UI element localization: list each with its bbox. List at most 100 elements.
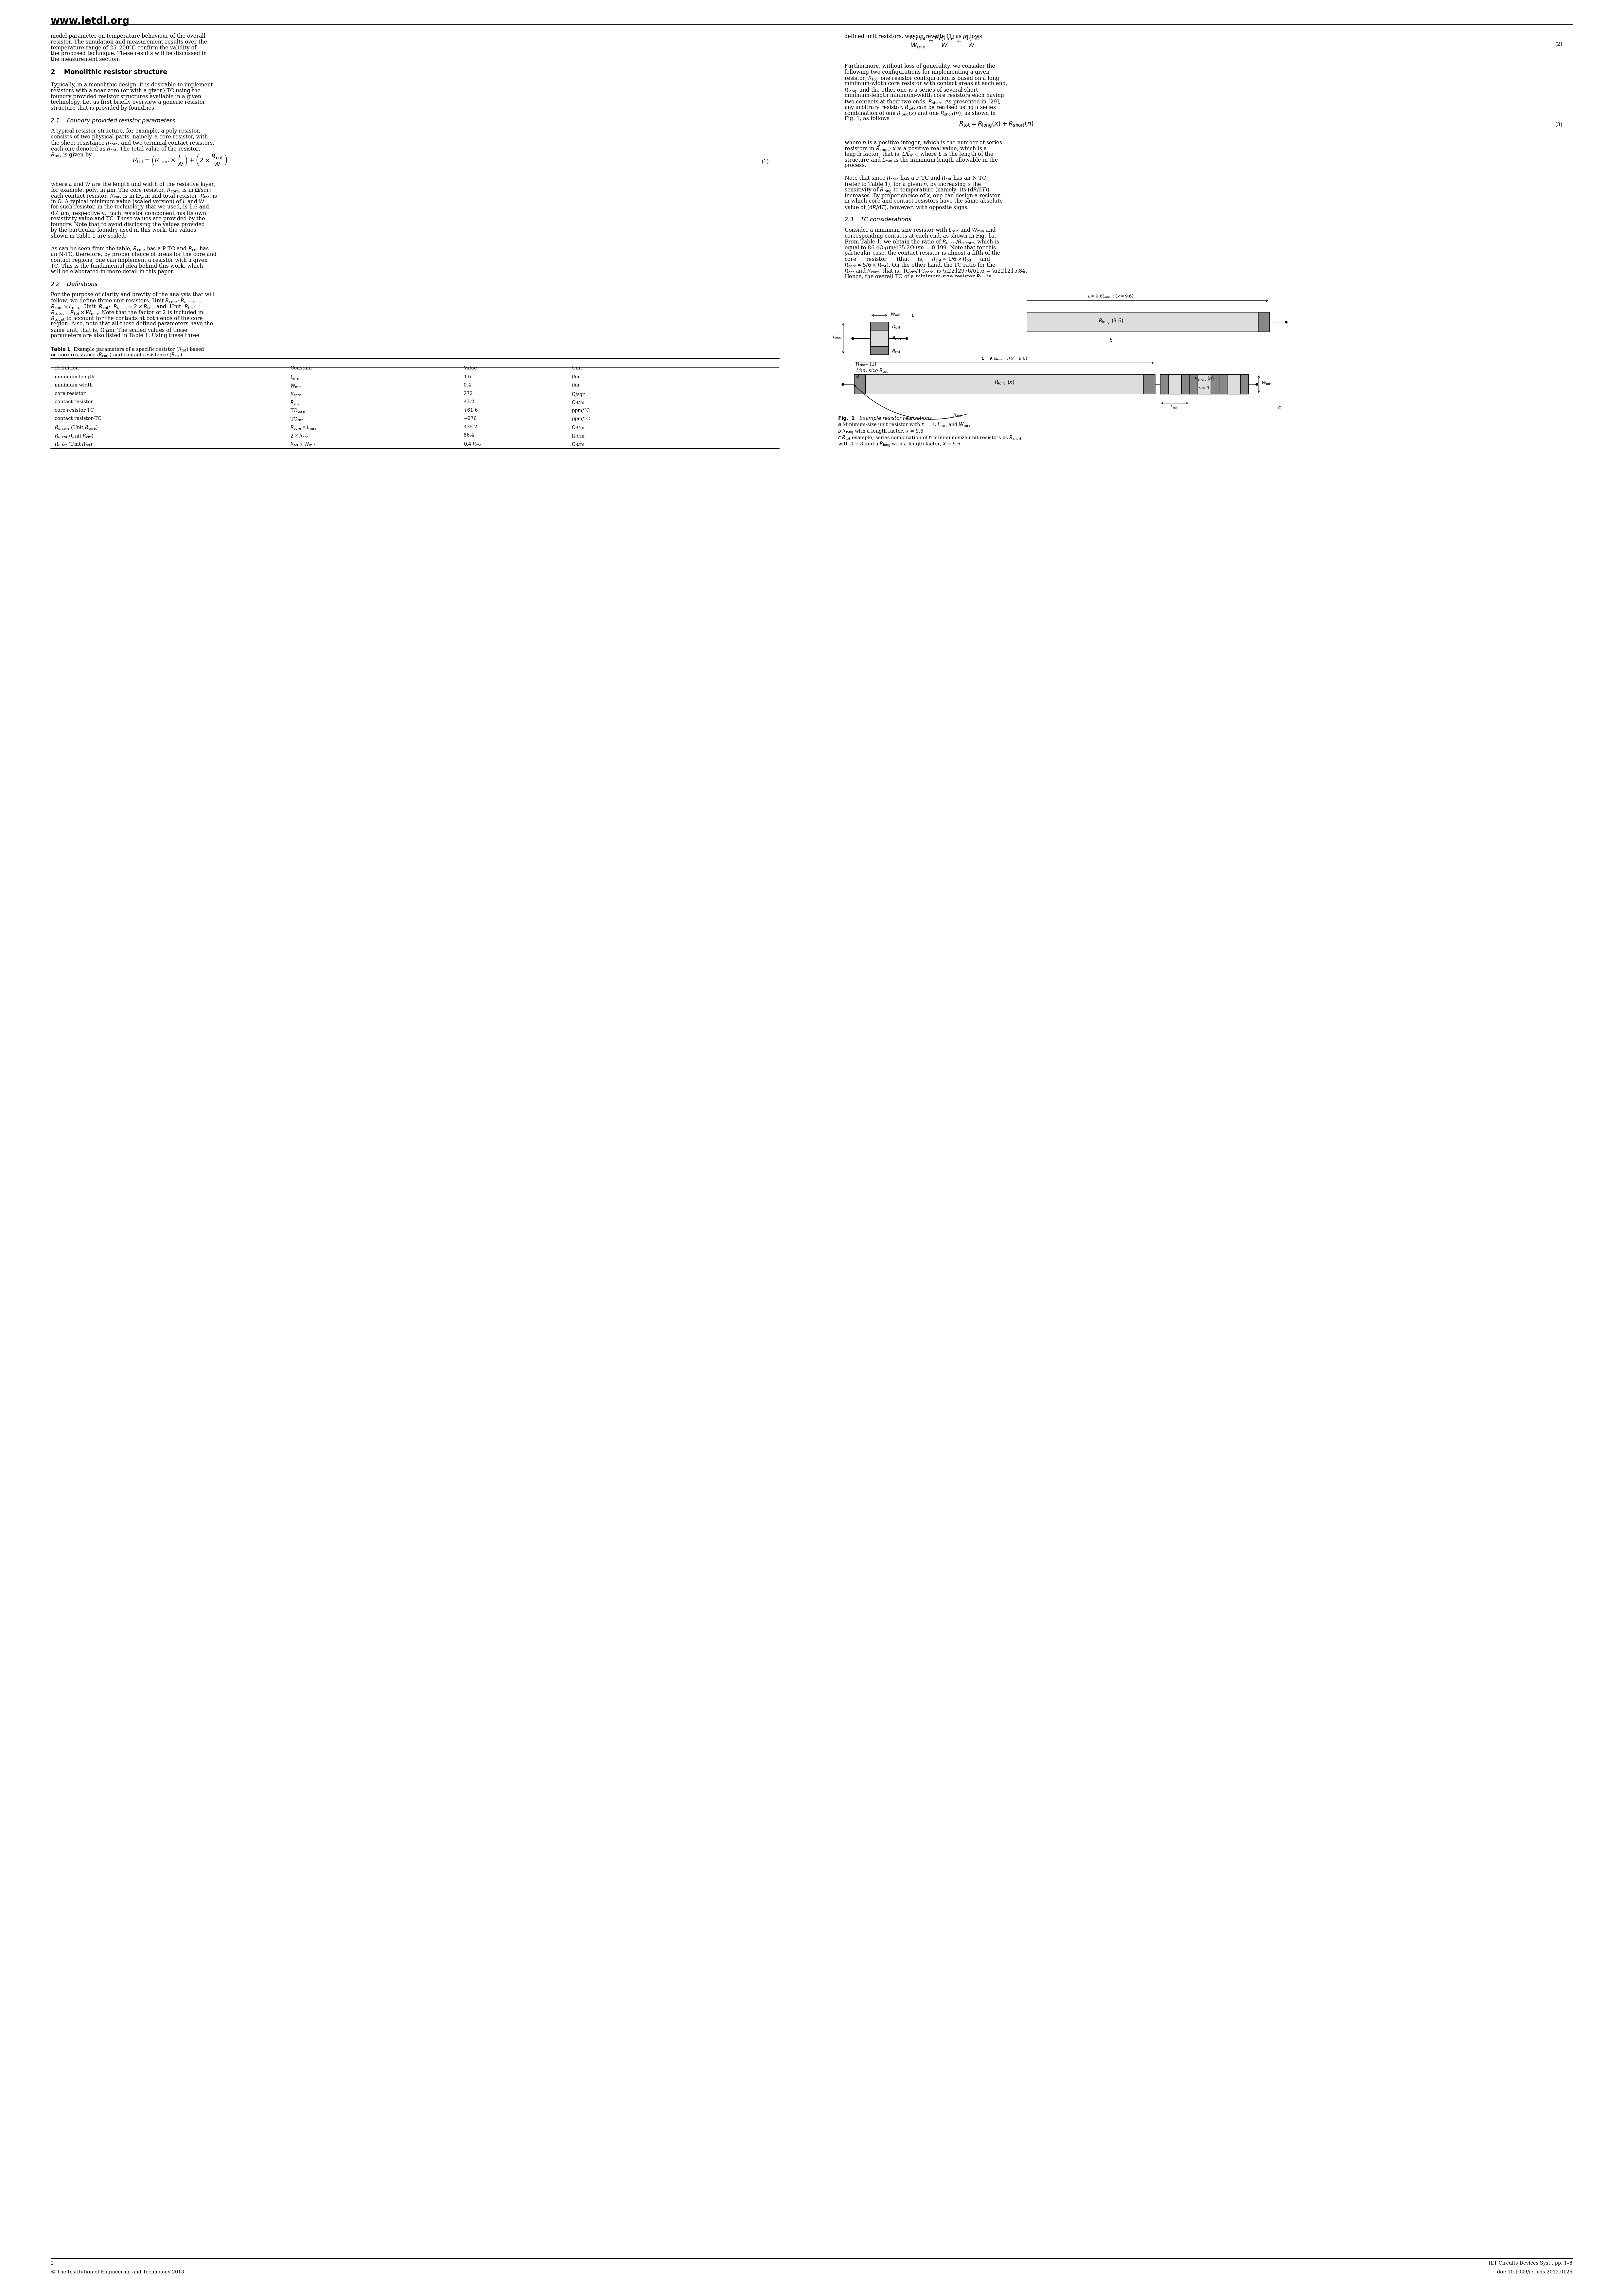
Text: doi: 10.1049/iet-cds.2012.0126: doi: 10.1049/iet-cds.2012.0126 xyxy=(1496,2271,1573,2275)
Text: Consider a minimum-size resistor with $L_{\rm min}$ and $W_{\rm min}$ and: Consider a minimum-size resistor with $L… xyxy=(844,227,997,234)
Text: Unit: Unit xyxy=(571,365,583,370)
Text: 43.2: 43.2 xyxy=(464,400,474,404)
Text: in $\Omega$. A typical minimum value (scaled version) of $L$ and $W$: in $\Omega$. A typical minimum value (sc… xyxy=(50,197,204,204)
Text: Hence, the overall TC of a minimum-size resistor $R_{\rm tot}$ is: Hence, the overall TC of a minimum-size … xyxy=(844,273,992,280)
Text: $R_{u.\rm cnt}$ to account for the contacts at both ends of the core: $R_{u.\rm cnt}$ to account for the conta… xyxy=(50,315,203,321)
Text: $L_{\rm min}$: $L_{\rm min}$ xyxy=(1170,404,1178,409)
Text: +61.6: +61.6 xyxy=(464,409,479,413)
Text: 1.6: 1.6 xyxy=(464,374,471,379)
Text: $R_{\rm cnt}$: $R_{\rm cnt}$ xyxy=(891,349,901,354)
Text: $L_{\rm min}$: $L_{\rm min}$ xyxy=(833,335,841,340)
Text: the measurement section.: the measurement section. xyxy=(50,57,120,62)
Text: $L_{\rm min}$: $L_{\rm min}$ xyxy=(912,315,920,319)
Text: $R_{\rm cnt}$: $R_{\rm cnt}$ xyxy=(891,324,901,331)
Text: $R_{\rm core}$: $R_{\rm core}$ xyxy=(891,335,902,342)
Text: Fig. 1, as follows: Fig. 1, as follows xyxy=(844,115,889,122)
Text: length factor, that is, $L/L_{\rm min}$, where $L$ is the length of the: length factor, that is, $L/L_{\rm min}$,… xyxy=(844,152,993,158)
Bar xyxy=(1240,374,1248,395)
Text: contact resistor: contact resistor xyxy=(55,400,93,404)
Text: $0.4{\cdot}R_{\rm tot}$: $0.4{\cdot}R_{\rm tot}$ xyxy=(464,441,482,448)
Text: $\dfrac{R_{u,\rm tot}}{W_{\rm min}} = \dfrac{R_{u,\rm core}}{W} + \dfrac{R_{u,\r: $\dfrac{R_{u,\rm tot}}{W_{\rm min}} = \d… xyxy=(909,34,980,48)
Bar xyxy=(941,310,954,326)
Text: (refer to Table 1), for a given $n$, by increasing $x$ the: (refer to Table 1), for a given $n$, by … xyxy=(844,181,980,188)
Text: $R_{\rm core}$: $R_{\rm core}$ xyxy=(958,303,967,308)
Text: minimum width: minimum width xyxy=(55,383,93,388)
Text: $R_{\rm short}\ (1)$: $R_{\rm short}\ (1)$ xyxy=(855,360,876,367)
Text: core      resistor      (that     is,     $R_{\rm cnt} \simeq 1/6 \times R_{\rm : core resistor (that is, $R_{\rm cnt} \si… xyxy=(844,257,990,262)
Text: defined unit resistors, we can rewrite (1) as follows: defined unit resistors, we can rewrite (… xyxy=(844,34,982,39)
Text: Definition: Definition xyxy=(55,365,80,370)
Text: $R_{\rm long}\ (9.6)$: $R_{\rm long}\ (9.6)$ xyxy=(1099,317,1123,324)
Text: temperature range of 25–200°C confirm the validity of: temperature range of 25–200°C confirm th… xyxy=(50,46,196,51)
Text: ppm/$^{\circ}$C: ppm/$^{\circ}$C xyxy=(571,416,591,422)
Text: $L = 9.6L_{\rm min}\ :(x=9.6)$: $L = 9.6L_{\rm min}\ :(x=9.6)$ xyxy=(982,356,1027,360)
Text: $R_{\rm tot}$: $R_{\rm tot}$ xyxy=(953,413,962,418)
Text: $R_{\rm tot} = \left(R_{\rm core} \times \dfrac{L}{W}\right) + \left(2 \times \d: $R_{\rm tot} = \left(R_{\rm core} \times… xyxy=(133,154,227,168)
Text: in which core and contact resistors have the same absolute: in which core and contact resistors have… xyxy=(844,197,1003,204)
Text: $R_{\rm core} \simeq 5/6 \times R_{\rm tot}$). On the other hand, the TC ratio f: $R_{\rm core} \simeq 5/6 \times R_{\rm t… xyxy=(844,262,995,269)
Text: where $n$ is a positive integer, which is the number of series: where $n$ is a positive integer, which i… xyxy=(844,140,1001,147)
Text: © The Institution of Engineering and Technology 2013: © The Institution of Engineering and Tec… xyxy=(50,2271,183,2275)
Text: ppm/$^{\circ}$C: ppm/$^{\circ}$C xyxy=(571,409,591,413)
Text: $R_{\rm cnt}$: $R_{\rm cnt}$ xyxy=(291,400,299,406)
Text: with $n$ = 3 and a $R_{\rm long}$ with a length factor, $x$ = 9.6: with $n$ = 3 and a $R_{\rm long}$ with a… xyxy=(837,441,961,448)
Text: minimum-length minimum-width core resistors each having: minimum-length minimum-width core resist… xyxy=(844,92,1005,99)
Bar xyxy=(1258,312,1269,331)
Text: minimum-width core resistor with contact areas at each end,: minimum-width core resistor with contact… xyxy=(844,80,1008,87)
Text: Min. size $R_{\rm tot}$: Min. size $R_{\rm tot}$ xyxy=(855,367,888,374)
Text: for such resistor, in the technology that we used, is 1.6 and: for such resistor, in the technology tha… xyxy=(50,204,209,209)
Text: where $L$ and $W$ are the length and width of the resistive layer,: where $L$ and $W$ are the length and wid… xyxy=(50,181,216,188)
Text: www.ietdl.org: www.ietdl.org xyxy=(50,16,130,25)
Text: $b$: $b$ xyxy=(1109,338,1113,342)
Bar xyxy=(1219,374,1227,395)
Text: $R_{\rm long}$, and the other one is a series of several short: $R_{\rm long}$, and the other one is a s… xyxy=(844,87,979,94)
Text: TC$_{\rm core}$: TC$_{\rm core}$ xyxy=(291,409,305,413)
Bar xyxy=(870,321,888,331)
Text: (3): (3) xyxy=(1555,122,1563,129)
Text: Value: Value xyxy=(464,365,477,370)
Text: $R_{\rm core}$: $R_{\rm core}$ xyxy=(985,315,997,319)
Text: for example, poly, in $\mu$m. The core resistor, $R_{\rm core}$, is in $\Omega$/: for example, poly, in $\mu$m. The core r… xyxy=(50,186,211,193)
Text: $W_{\rm min}$: $W_{\rm min}$ xyxy=(891,312,901,317)
Bar xyxy=(1211,374,1219,395)
Bar xyxy=(870,331,888,347)
Text: $\Omega$$\cdot$$\mu$m: $\Omega$$\cdot$$\mu$m xyxy=(571,441,584,448)
Text: $R_{\rm cnt}$: $R_{\rm cnt}$ xyxy=(985,319,993,324)
Text: From Table 1, we obtain the ratio of $R_{u.\rm cnt}/R_{u.\rm core}$, which is: From Table 1, we obtain the ratio of $R_… xyxy=(844,239,1000,246)
Bar xyxy=(1160,374,1169,395)
Text: 86.4: 86.4 xyxy=(464,434,474,439)
Bar xyxy=(1190,374,1198,395)
Text: $R_{\rm core} \times L_{\rm min}$: $R_{\rm core} \times L_{\rm min}$ xyxy=(291,425,316,432)
Text: contact regions, one can implement a resistor with a given: contact regions, one can implement a res… xyxy=(50,257,208,264)
Text: $R_{u.\rm cnt}$ (Unit $R_{\rm cnt}$): $R_{u.\rm cnt}$ (Unit $R_{\rm cnt}$) xyxy=(55,434,94,439)
Text: 2: 2 xyxy=(50,2262,54,2266)
Text: $a$: $a$ xyxy=(855,374,859,379)
Text: corresponding contacts at each end, as shown in Fig. 1$a$.: corresponding contacts at each end, as s… xyxy=(844,232,997,239)
Text: $W_{\rm min}$: $W_{\rm min}$ xyxy=(985,298,995,303)
Text: each contact resistor, $R_{\rm cnt}$, is in $\Omega$$\cdot$$\mu$m and total resi: each contact resistor, $R_{\rm cnt}$, is… xyxy=(50,193,217,200)
Text: $R_{u.\rm tot}$ (Unit $R_{\rm tot}$): $R_{u.\rm tot}$ (Unit $R_{\rm tot}$) xyxy=(55,441,93,448)
Text: (2): (2) xyxy=(1555,41,1563,48)
Bar xyxy=(854,374,865,395)
Text: $\Omega$$\cdot$$\mu$m: $\Omega$$\cdot$$\mu$m xyxy=(571,400,584,406)
Text: an N-TC, therefore, by proper choice of areas for the core and: an N-TC, therefore, by proper choice of … xyxy=(50,253,216,257)
Text: core resistor: core resistor xyxy=(55,390,86,395)
Text: $L = 9.6L_{\rm min}\ :(x=9.6)$: $L = 9.6L_{\rm min}\ :(x=9.6)$ xyxy=(1087,294,1134,298)
Text: $W_{\rm min}$: $W_{\rm min}$ xyxy=(291,383,302,388)
Text: (1): (1) xyxy=(761,158,769,165)
Text: $n=3$: $n=3$ xyxy=(1198,386,1209,390)
Text: resistor, $R_{\rm tot}$: one resistor configuration is based on a long: resistor, $R_{\rm tot}$: one resistor co… xyxy=(844,76,1000,83)
Bar xyxy=(1169,374,1182,395)
Text: Note that since $R_{\rm core}$ has a P-TC and $R_{\rm cnt}$ has an N-TC: Note that since $R_{\rm core}$ has a P-T… xyxy=(844,174,987,181)
Text: any arbitrary resistor, $R_{\rm tot}$, can be realised using a series: any arbitrary resistor, $R_{\rm tot}$, c… xyxy=(844,103,997,110)
Bar xyxy=(953,312,964,331)
Text: each one denoted as $R_{\rm cnt}$. The total value of the resistor,: each one denoted as $R_{\rm cnt}$. The t… xyxy=(50,145,200,152)
Text: structure and $L_{\rm min}$ is the minimum length allowable in the: structure and $L_{\rm min}$ is the minim… xyxy=(844,156,998,163)
Text: $R_{\rm short}\ (n)$: $R_{\rm short}\ (n)$ xyxy=(1195,377,1214,381)
Text: core resistor-TC: core resistor-TC xyxy=(55,409,94,413)
Text: shown in Table 1 are scaled.: shown in Table 1 are scaled. xyxy=(50,234,127,239)
Text: Constant: Constant xyxy=(291,365,312,370)
Text: foundry provided resistor structures available in a given: foundry provided resistor structures ava… xyxy=(50,94,201,99)
Text: model parameter on temperature behaviour of the overall: model parameter on temperature behaviour… xyxy=(50,34,206,39)
Text: 272: 272 xyxy=(464,390,472,395)
